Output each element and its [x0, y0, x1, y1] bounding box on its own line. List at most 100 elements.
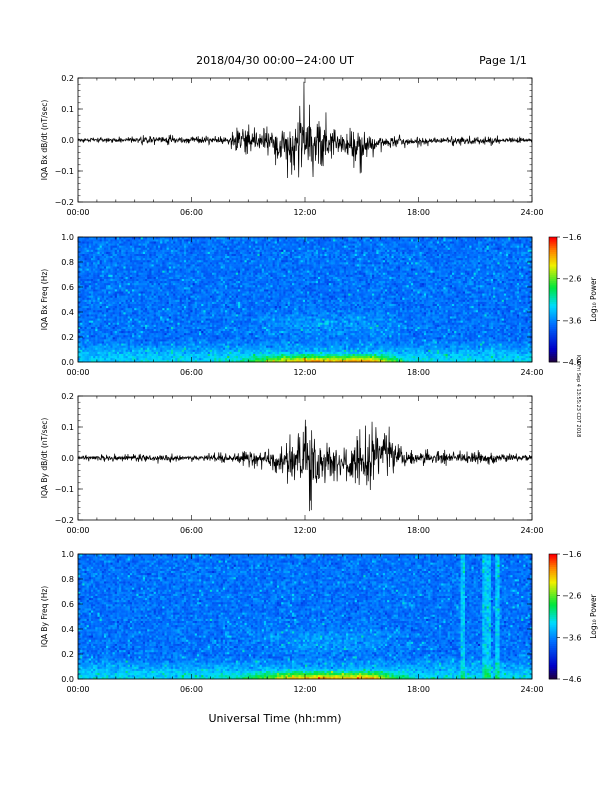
spectrogram-cell: [84, 339, 86, 341]
spectrogram-cell: [104, 243, 106, 245]
spectrogram-cell: [115, 264, 117, 266]
spectrogram-cell: [93, 308, 95, 310]
spectrogram-cell: [106, 356, 108, 358]
spectrogram-cell: [117, 275, 119, 277]
spectrogram-cell: [100, 300, 102, 302]
spectrogram-cell: [97, 285, 99, 287]
spectrogram-cell: [91, 339, 93, 341]
spectrogram-cell: [93, 291, 95, 293]
spectrogram-cell: [108, 310, 110, 312]
spectrogram-cell: [93, 250, 95, 252]
spectrogram-cell: [97, 308, 99, 310]
spectrogram-cell: [106, 322, 108, 324]
spectrogram-cell: [95, 254, 97, 256]
spectrogram-cell: [106, 306, 108, 308]
spectrogram-cell: [110, 260, 112, 262]
spectrogram-cell: [95, 350, 97, 352]
spectrogram-cell: [87, 289, 89, 291]
spectrogram-cell: [95, 289, 97, 291]
spectrogram-cell: [108, 291, 110, 293]
spectrogram-cell: [117, 352, 119, 354]
spectrogram-cell: [97, 350, 99, 352]
spectrogram-cell: [113, 283, 115, 285]
spectrogram-cell: [100, 306, 102, 308]
spectrogram-cell: [108, 287, 110, 289]
spectrogram-cell: [93, 281, 95, 283]
spectrogram-cell: [93, 262, 95, 264]
spectrogram-cell: [100, 341, 102, 343]
spectrogram-cell: [84, 306, 86, 308]
spectrogram-cell: [110, 245, 112, 247]
spectrogram-cell: [97, 279, 99, 281]
spectrogram-cell: [104, 258, 106, 260]
spectrogram-cell: [100, 291, 102, 293]
spectrogram-cell: [95, 335, 97, 337]
spectrogram-cell: [110, 320, 112, 322]
spectrogram-cell: [97, 275, 99, 277]
spectrogram-cell: [108, 331, 110, 333]
spectrogram-cell: [110, 243, 112, 245]
spectrogram-cell: [91, 287, 93, 289]
spectrogram-cell: [93, 345, 95, 347]
spectrogram-cell: [91, 256, 93, 258]
spectrogram-cell: [106, 241, 108, 243]
spectrogram-cell: [91, 254, 93, 256]
spectrogram-cell: [87, 268, 89, 270]
spectrogram-cell: [87, 345, 89, 347]
spectrogram-cell: [115, 295, 117, 297]
spectrogram-cell: [82, 262, 84, 264]
spectrogram-cell: [108, 279, 110, 281]
spectrogram-cell: [108, 308, 110, 310]
spectrogram-cell: [106, 283, 108, 285]
spectrogram-cell: [91, 264, 93, 266]
spectrogram-cell: [87, 337, 89, 339]
spectrogram-cell: [110, 272, 112, 274]
spectrogram-cell: [91, 350, 93, 352]
spectrogram-cell: [113, 239, 115, 241]
spectrogram-cell: [89, 283, 91, 285]
spectrogram-cell: [100, 289, 102, 291]
spectrogram-cell: [117, 304, 119, 306]
spectrogram-cell: [108, 312, 110, 314]
spectrogram-cell: [91, 260, 93, 262]
spectrogram-cell: [117, 318, 119, 320]
spectrogram-cell: [87, 306, 89, 308]
spectrogram-cell: [87, 302, 89, 304]
spectrogram-cell: [97, 345, 99, 347]
spectrogram-cell: [104, 331, 106, 333]
spectrogram-cell: [93, 306, 95, 308]
spectrogram-cell: [102, 343, 104, 345]
spectrogram-cell: [106, 310, 108, 312]
spectrogram-cell: [113, 252, 115, 254]
spectrogram-cell: [104, 343, 106, 345]
spectrogram-cell: [82, 279, 84, 281]
spectrogram-cell: [106, 277, 108, 279]
spectrogram-cell: [117, 335, 119, 337]
spectrogram-cell: [115, 241, 117, 243]
spectrogram-cell: [82, 327, 84, 329]
spectrogram-cell: [97, 329, 99, 331]
spectrogram-cell: [102, 283, 104, 285]
spectrogram-cell: [113, 310, 115, 312]
spectrogram-cell: [95, 272, 97, 274]
spectrogram-cell: [106, 320, 108, 322]
spectrogram-cell: [102, 241, 104, 243]
spectrogram-cell: [89, 239, 91, 241]
spectrogram-cell: [113, 350, 115, 352]
spectrogram-cell: [82, 243, 84, 245]
spectrogram-cell: [84, 300, 86, 302]
spectrogram-cell: [97, 252, 99, 254]
spectrogram-cell: [93, 277, 95, 279]
spectrogram-cell: [87, 350, 89, 352]
spectrogram-cell: [80, 337, 82, 339]
spectrogram-cell: [87, 262, 89, 264]
spectrogram-cell: [91, 333, 93, 335]
spectrogram-cell: [84, 285, 86, 287]
spectrogram-cell: [108, 333, 110, 335]
spectrogram-cell: [84, 247, 86, 249]
spectrogram-cell: [84, 277, 86, 279]
spectrogram-cell: [113, 304, 115, 306]
spectrogram-cell: [117, 320, 119, 322]
spectrogram-cell: [84, 268, 86, 270]
spectrogram-cell: [89, 241, 91, 243]
